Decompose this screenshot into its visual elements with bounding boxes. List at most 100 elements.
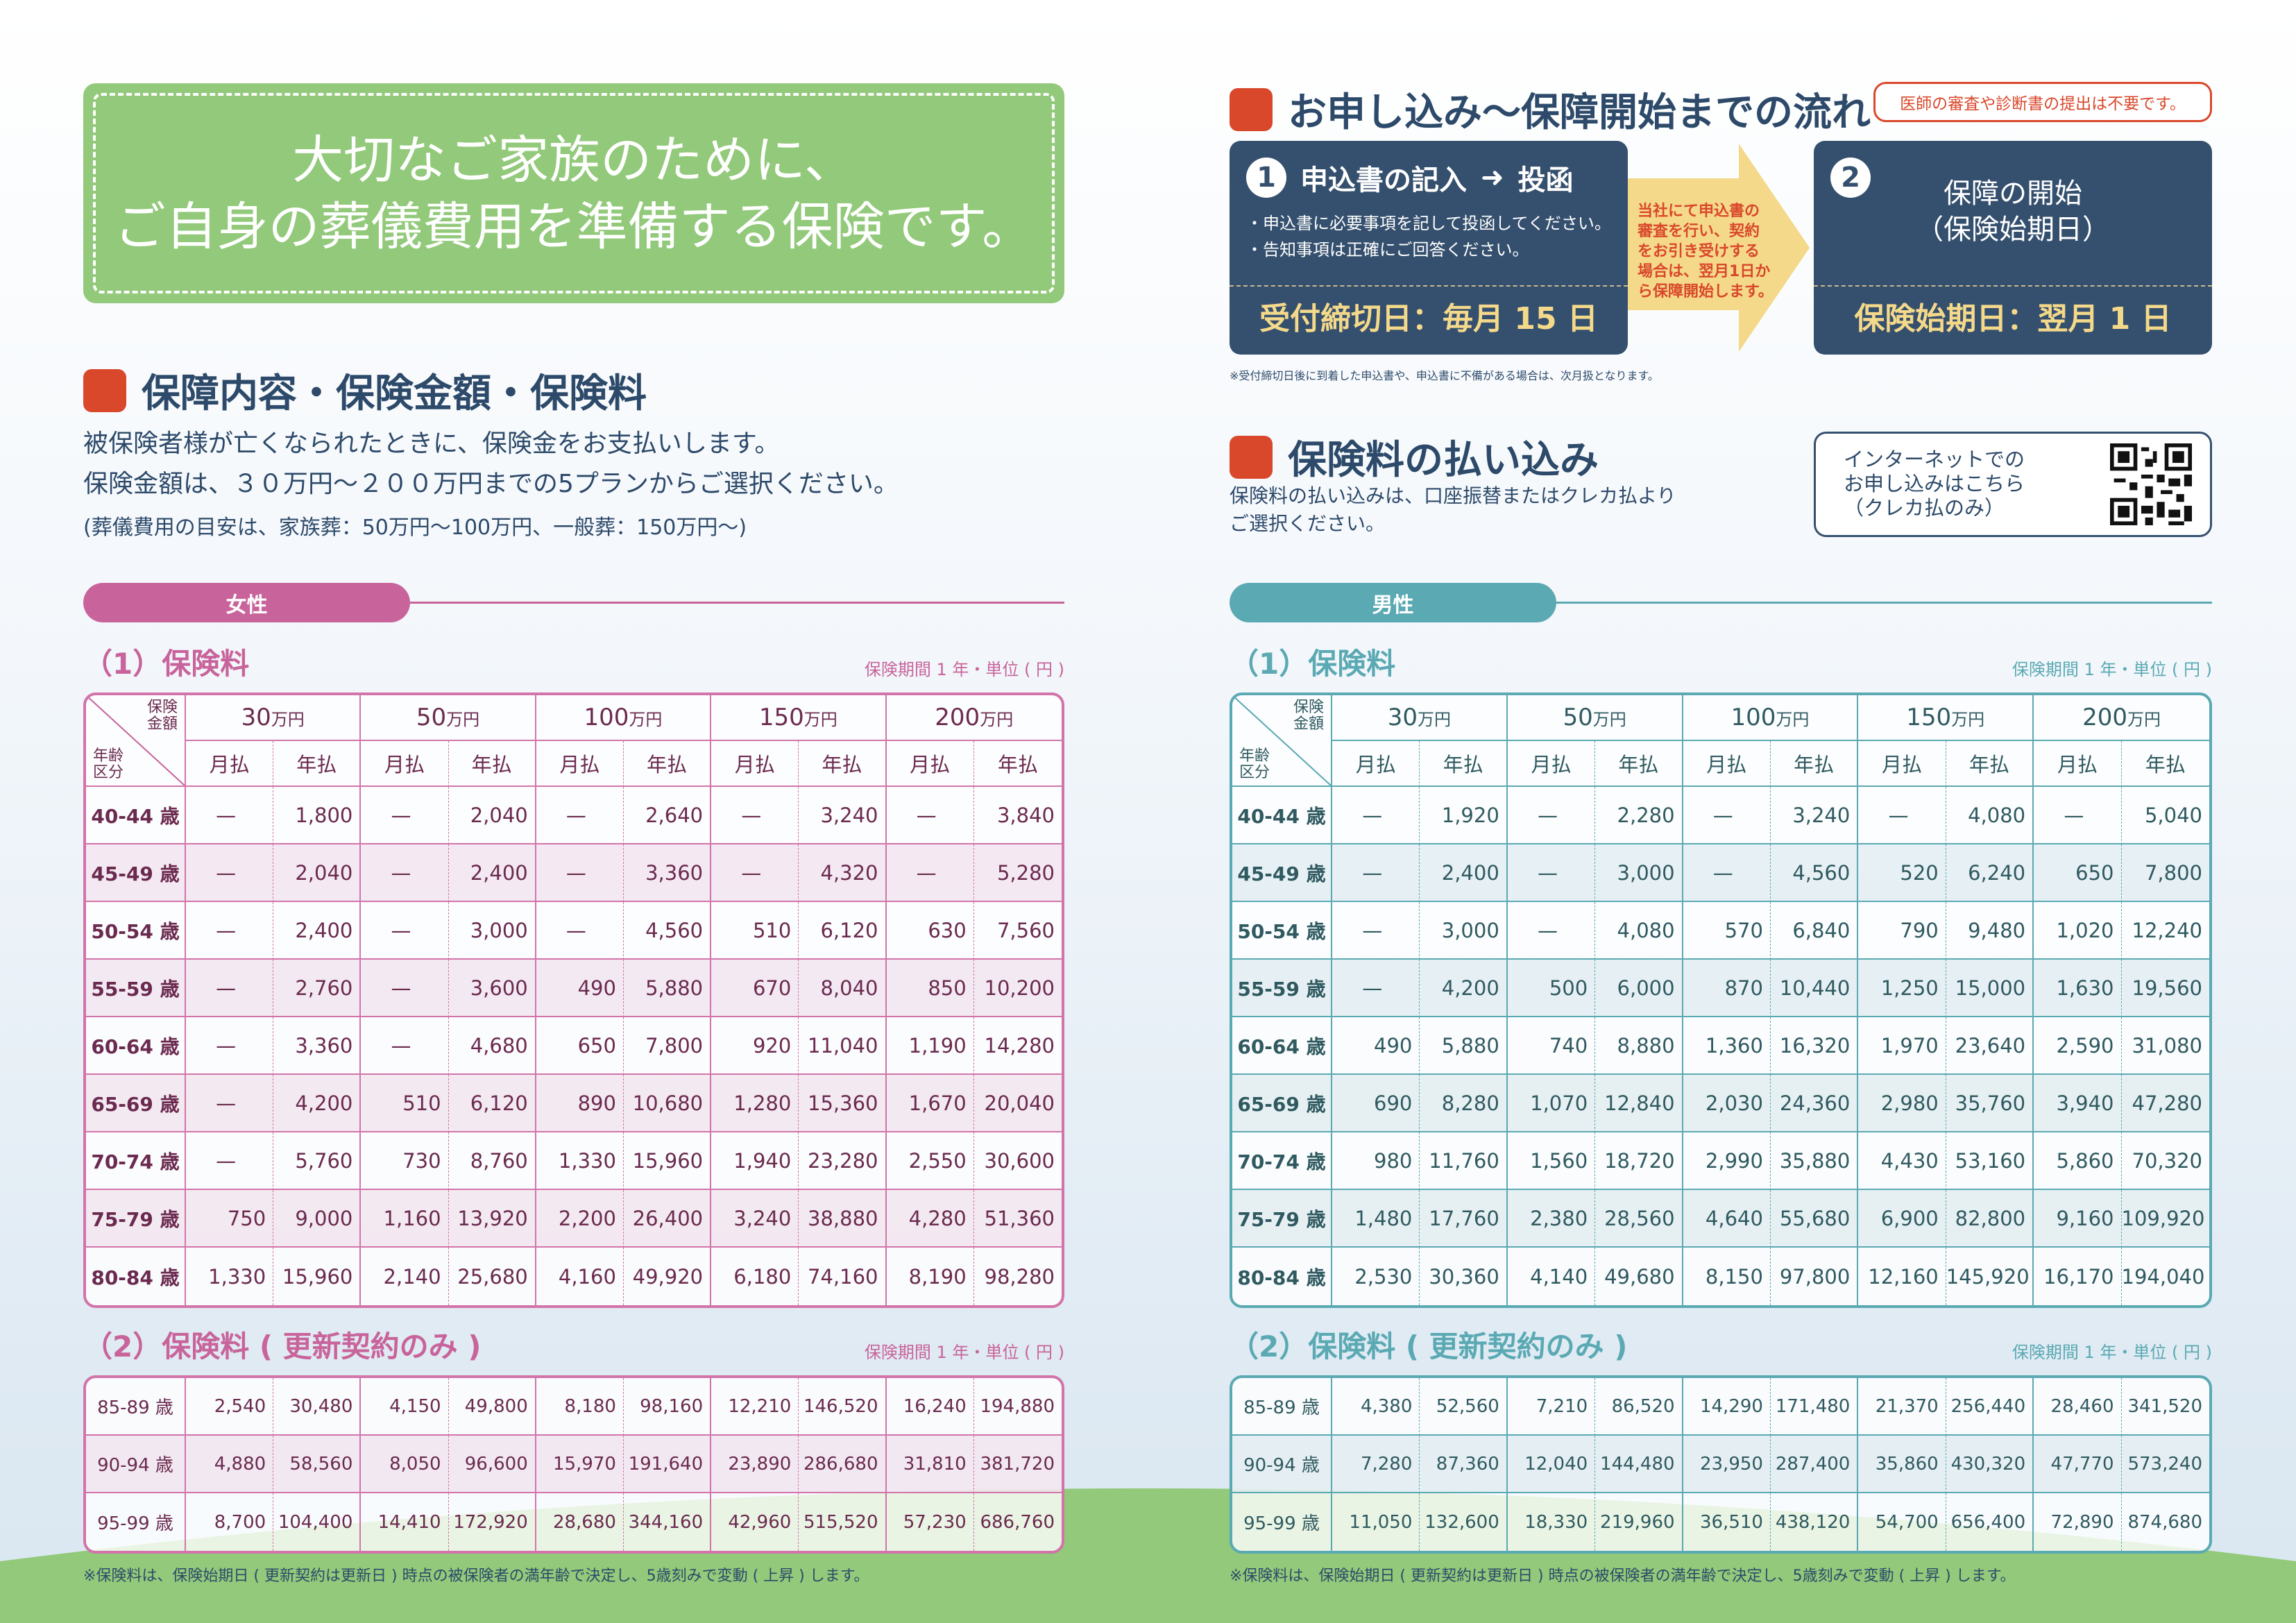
qr-code-icon[interactable] [2110,443,2192,525]
yearly-cell: 30,600 [973,1132,1062,1190]
yearly-cell: 2,280 [1595,787,1683,844]
yearly-cell: 438,120 [1771,1493,1859,1551]
step-2-title: 保障の開始 [1944,178,2082,210]
subheading-row: （1）保険料 保険期間 1 年・単位 ( 円 ) [83,640,1064,683]
table-row: 50-54 歳 —3,000—4,080 570 6,840 790 9,480 1,020… [1232,902,2209,960]
monthly-cell: 2,530 [1332,1248,1420,1305]
subheading: （2）保険料 ( 更新契約のみ ) [1230,1329,1628,1363]
monthly-cell: 500 [1507,960,1596,1017]
yearly-cell: 13,920 [448,1190,536,1248]
yearly-cell: 14,280 [973,1017,1062,1075]
yearly-cell: 146,520 [799,1378,887,1436]
monthly-cell: — [1332,787,1420,844]
yearly-cell: 82,800 [1946,1190,2034,1248]
age-cell: 60-64 歳 [1232,1017,1332,1075]
yearly-cell: 1,920 [1420,787,1508,844]
age-cell: 95-99 歳 [1232,1493,1332,1551]
yearly-cell: 10,680 [623,1075,712,1132]
table-row: 85-89 歳 4,380 52,560 7,210 86,520 14,290 171,4… [1232,1378,2209,1436]
amount-header: 50万円 [361,695,536,741]
monthly-cell: 2,980 [1858,1075,1946,1132]
yearly-header: 年払 [799,741,887,787]
monthly-cell: — [711,844,799,902]
amount-unit: 万円 [803,710,837,729]
payment-text-2: ご選択ください。 [1230,512,1386,535]
monthly-cell: 18,330 [1508,1493,1596,1551]
age-cell: 95-99 歳 [86,1493,186,1551]
hero-banner: 大切なご家族のために、 ご自身の葬儀費用を準備する保険です。 [83,83,1064,303]
amount-unit: 万円 [1776,710,1810,729]
yearly-cell: 30,480 [273,1378,362,1436]
yearly-cell: 132,600 [1420,1493,1508,1551]
monthly-header: 月払 [1332,741,1420,787]
table-row: 45-49 歳 —2,040—2,400—3,360—4,320—5,280 [86,844,1062,902]
yearly-cell: 3,000 [1595,844,1683,902]
age-cell: 65-69 歳 [1232,1075,1332,1132]
amount-header: 150万円 [711,695,887,741]
monthly-cell: 23,950 [1683,1436,1771,1493]
period-note: 保険期間 1 年・単位 ( 円 ) [864,1343,1064,1362]
monthly-cell: 1,280 [711,1075,799,1132]
yearly-cell: 256,440 [1946,1378,2034,1436]
corner-age-label: 年齢 区分 [93,747,124,781]
yearly-cell: 8,280 [1420,1075,1508,1132]
amount-value: 50 [416,704,447,731]
divider [1556,602,2212,604]
yearly-cell: 19,560 [2121,960,2209,1017]
monthly-cell: 14,410 [361,1493,449,1551]
coverage-title: 保障内容・保険金額・保険料 [142,371,647,416]
yearly-cell: 20,040 [973,1075,1062,1132]
yearly-cell: 70,320 [2121,1132,2209,1190]
yearly-cell: 3,000 [1420,902,1508,960]
yearly-cell: 344,160 [624,1493,712,1551]
monthly-cell: — [1332,844,1420,902]
age-cell: 50-54 歳 [86,902,186,960]
arrow-right-icon: ➜ [1481,162,1504,194]
coverage-text-1: 被保険者様が亡くなられたときに、保険金をお支払いします。 [83,430,780,458]
yearly-cell: 35,760 [1946,1075,2034,1132]
internet-application-box[interactable]: インターネットでの お申し込みはこちら （クレカ払のみ） [1814,432,2212,537]
monthly-cell: 4,160 [536,1248,624,1305]
monthly-cell: 650 [2034,844,2122,902]
yearly-cell: 4,680 [448,1017,536,1075]
monthly-cell: — [1683,844,1771,902]
yearly-cell: 52,560 [1420,1378,1508,1436]
corner-amount-label: 保険 金額 [146,699,178,733]
yearly-cell: 1,800 [273,787,362,844]
monthly-cell: 490 [1332,1017,1420,1075]
yearly-cell: 31,080 [2121,1017,2209,1075]
yearly-header: 年払 [1420,741,1508,787]
yearly-cell: 15,960 [623,1132,712,1190]
amount-header: 200万円 [886,695,1062,741]
monthly-cell: 1,250 [1858,960,1946,1017]
monthly-cell: — [1332,960,1420,1017]
monthly-header: 月払 [1507,741,1596,787]
yearly-cell: 38,880 [799,1190,887,1248]
yearly-header: 年払 [2121,741,2209,787]
yearly-cell: 2,040 [273,844,362,902]
yearly-cell: 8,760 [448,1132,536,1190]
monthly-cell: 4,880 [186,1436,274,1493]
monthly-cell: 1,360 [1683,1017,1771,1075]
corner-header: 保険 金額 年齢 区分 [86,695,186,787]
monthly-cell: 12,210 [711,1378,799,1436]
step-1-title-2: 投函 [1517,164,1574,196]
yearly-cell: 9,000 [273,1190,362,1248]
table-row: 95-99 歳 8,700 104,400 14,410 172,920 28,680 34… [86,1493,1062,1551]
header-row: 保険 金額 年齢 区分 30万円 50万円 100万円 150万円 200万円 [86,695,1062,787]
yearly-cell: 430,320 [1946,1436,2034,1493]
step-2-title-2: （保険始期日） [1916,214,2110,246]
table-row: 50-54 歳 —2,400—3,000—4,560 510 6,120 630 7,56… [86,902,1062,960]
monthly-cell: 1,560 [1507,1132,1596,1190]
flow-arrow-text: 当社にて申込書の 審査を行い、契約 をお引き受けする 場合は、翌月1日か ら保障… [1638,201,1774,302]
yearly-cell: 28,560 [1595,1190,1683,1248]
amount-value: 50 [1563,704,1593,731]
yearly-cell: 2,640 [623,787,712,844]
yearly-cell: 15,960 [273,1248,362,1305]
monthly-cell: — [2034,787,2122,844]
monthly-cell: 3,240 [711,1190,799,1248]
amount-header: 30万円 [1332,695,1508,741]
coverage-text-2: 保険金額は、３０万円〜２００万円までの5プランからご選択ください。 [83,470,899,498]
heading-marker-icon [1230,435,1273,479]
monthly-cell: 630 [886,902,974,960]
